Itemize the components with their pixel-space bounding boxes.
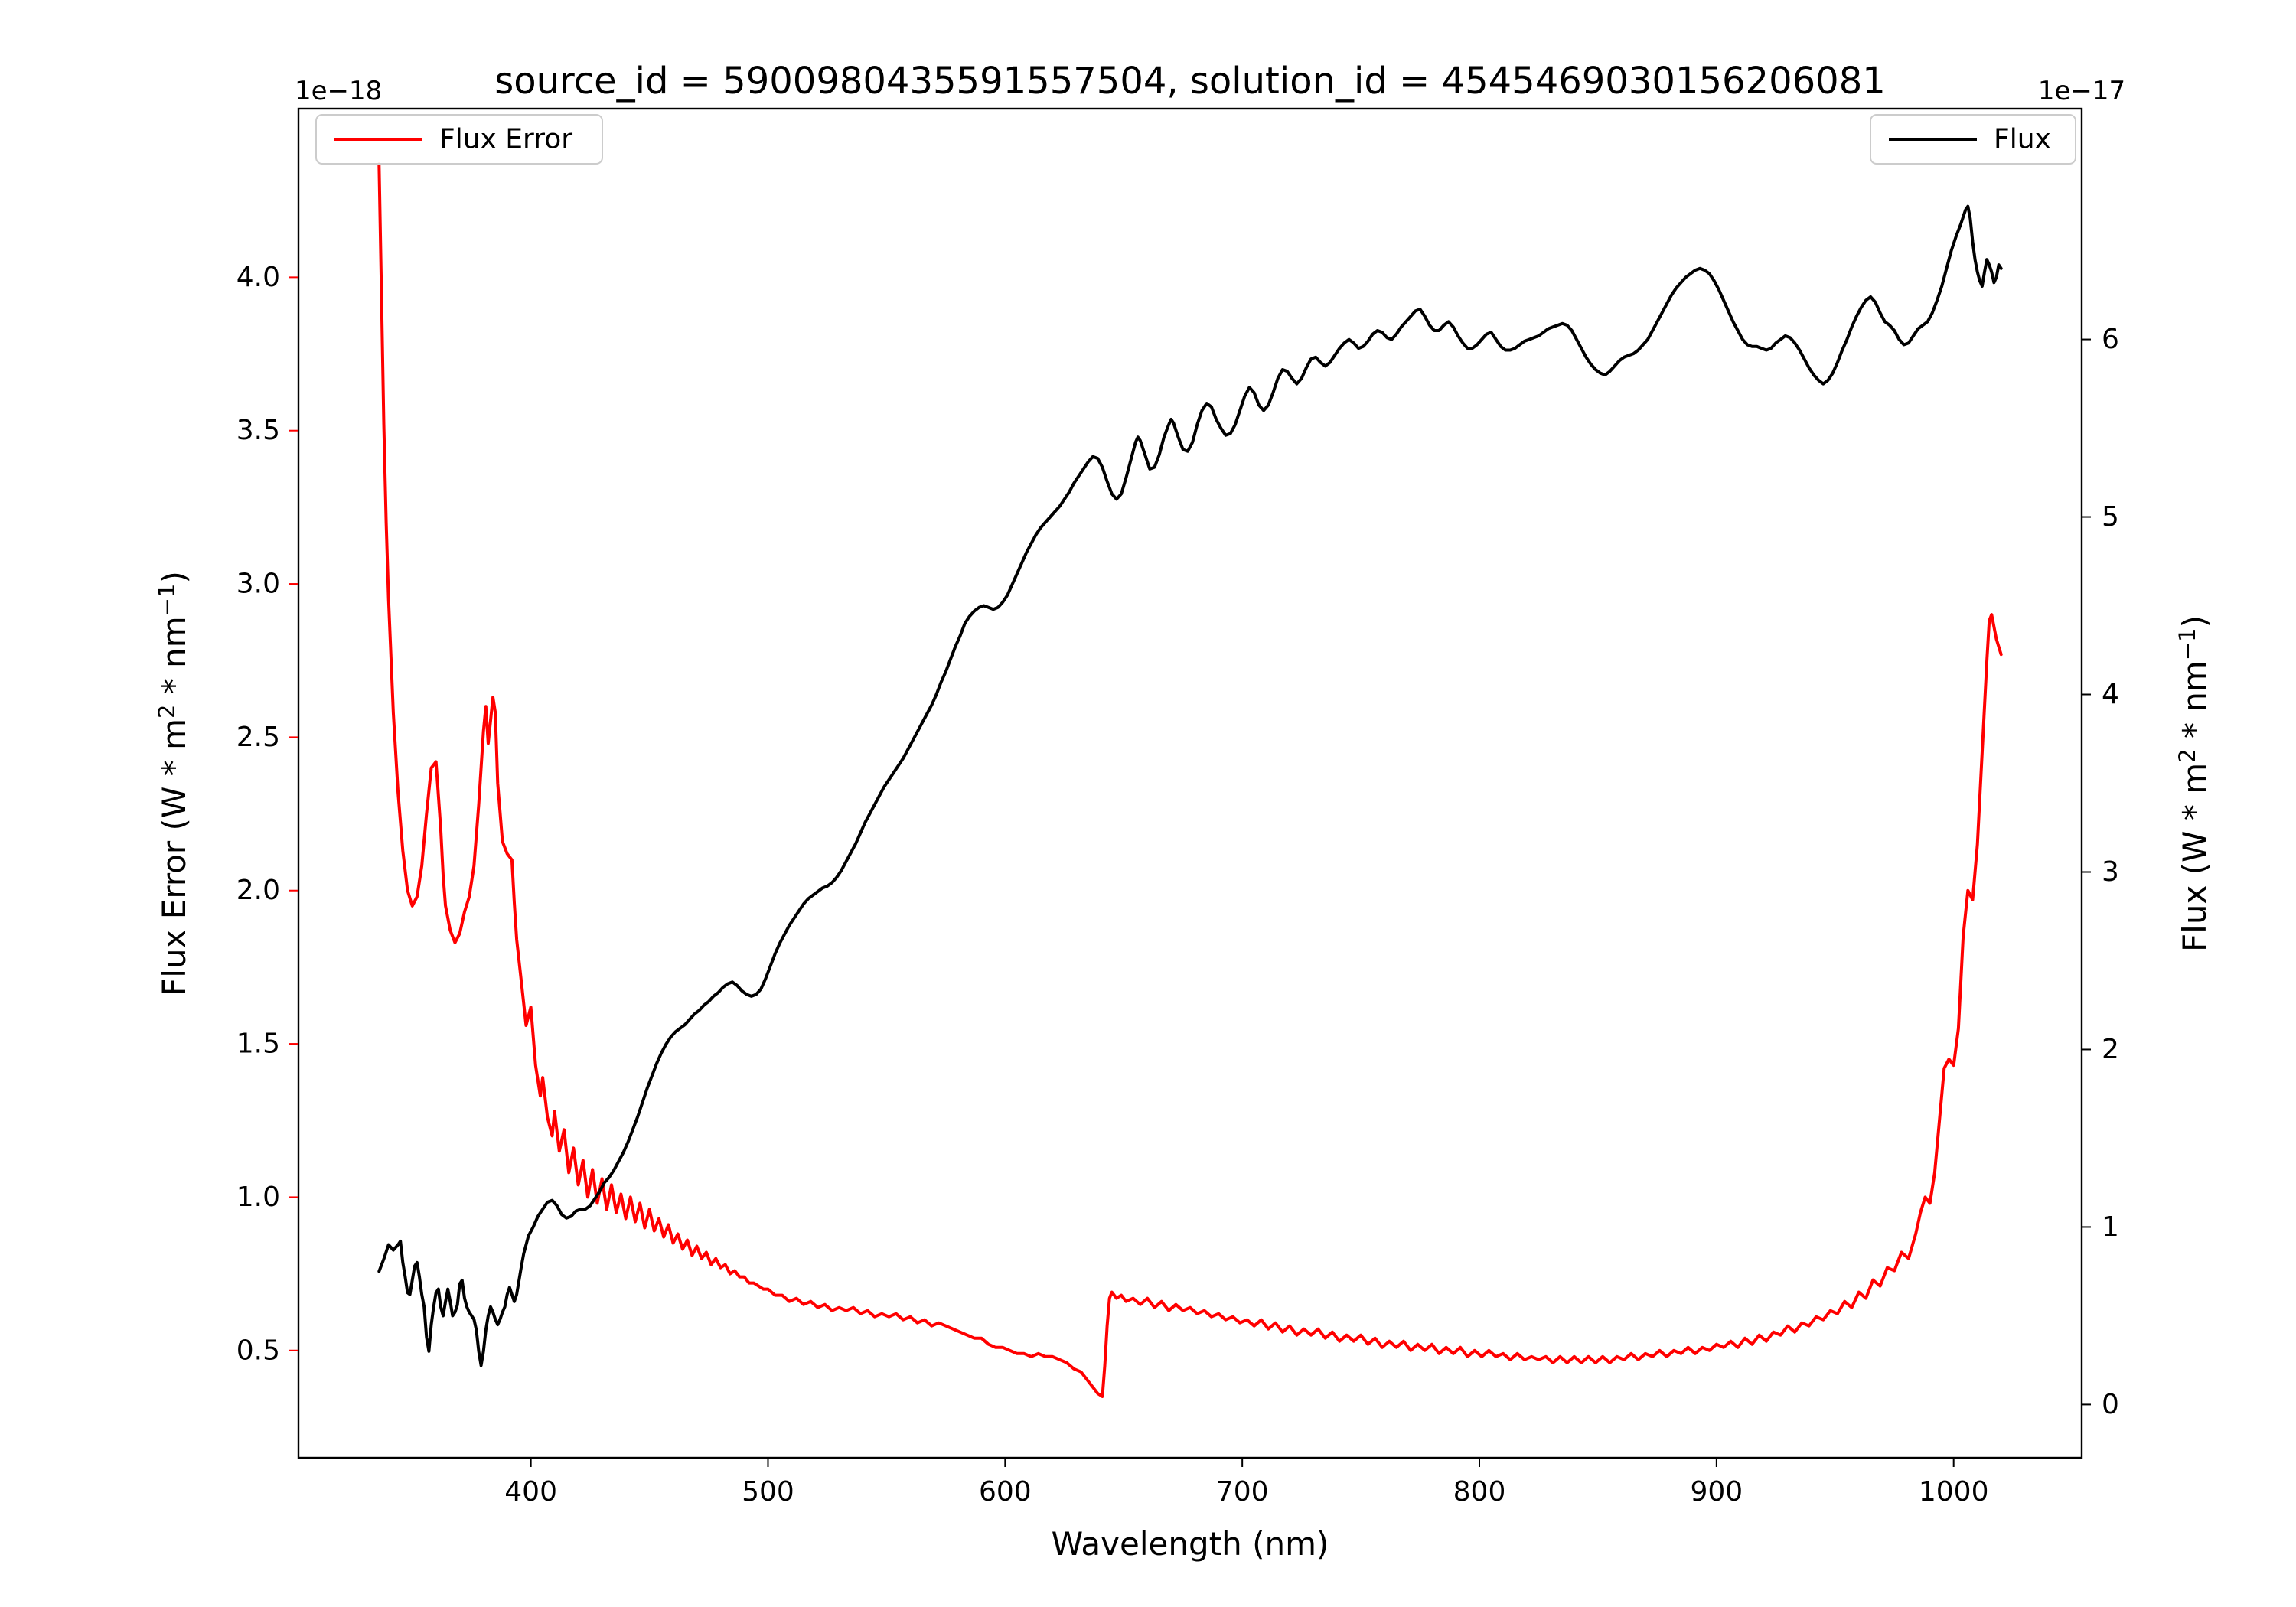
chart-title: source_id = 5900980435591557504, solutio…	[494, 60, 1886, 103]
ticks-group: 400 500 600 700 800 900 1000 0.5 1.0 1.5 2.0 2.5 3.0…	[236, 262, 2119, 1508]
x-tick-label: 900	[1690, 1476, 1743, 1508]
y-right-tick-label: 1	[2102, 1211, 2119, 1243]
x-tick-label: 400	[504, 1476, 557, 1508]
right-y-axis-label: Flux (W * m2 * nm−1)	[2174, 615, 2213, 952]
x-axis-label: Wavelength (nm)	[1052, 1525, 1329, 1563]
y-right-tick-label: 6	[2102, 324, 2119, 355]
legend-flux-error: Flux Error	[315, 114, 603, 165]
y-left-tick-label: 2.0	[236, 875, 280, 906]
x-tick-label: 1000	[1919, 1476, 1989, 1508]
legend-label-flux-error: Flux Error	[439, 124, 572, 155]
y-right-tick-label: 5	[2102, 501, 2119, 533]
legend-flux: Flux	[1870, 114, 2076, 165]
y-right-tick-label: 3	[2102, 856, 2119, 888]
axes-frame	[297, 107, 2083, 1459]
flux-line	[377, 204, 2003, 1367]
legend-label-flux: Flux	[1994, 124, 2051, 155]
y-left-tick-label: 1.0	[236, 1182, 280, 1213]
x-tick-label: 700	[1216, 1476, 1269, 1508]
legend-box	[315, 114, 603, 165]
left-axis-offset-text: 1e−18	[295, 76, 382, 106]
right-axis-offset-text: 1e−17	[2038, 76, 2125, 106]
x-tick-label: 600	[979, 1476, 1032, 1508]
y-right-tick-label: 0	[2102, 1389, 2119, 1420]
left-y-axis-label: Flux Error (W * m2 * nm−1)	[154, 571, 193, 996]
y-right-tick-label: 4	[2102, 679, 2119, 710]
y-left-tick-label: 3.5	[236, 415, 280, 446]
flux-error-line	[377, 162, 2003, 1398]
y-left-tick-label: 0.5	[236, 1335, 280, 1366]
y-left-tick-label: 1.5	[236, 1028, 280, 1060]
y-left-tick-label: 3.0	[236, 569, 280, 600]
series-group	[377, 162, 2003, 1398]
y-right-tick-label: 2	[2102, 1034, 2119, 1065]
x-tick-label: 800	[1453, 1476, 1506, 1508]
y-left-tick-label: 2.5	[236, 722, 280, 753]
y-left-tick-label: 4.0	[236, 262, 280, 293]
axes-background	[298, 109, 2082, 1458]
x-tick-label: 500	[742, 1476, 794, 1508]
